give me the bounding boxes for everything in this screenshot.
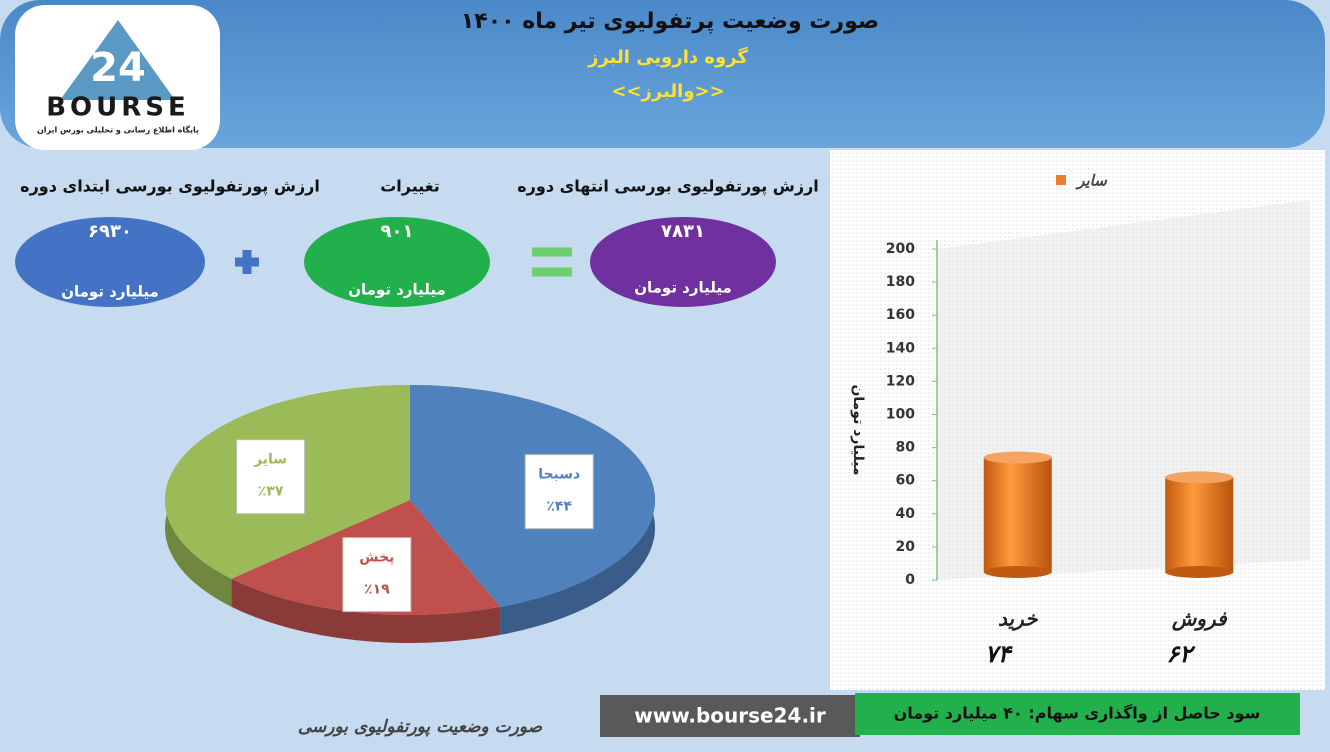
summary-ellipse [15, 217, 205, 307]
legend-label: سایر [1075, 172, 1108, 190]
pie-label-box [524, 454, 594, 530]
logo-brand: BOURSE [46, 93, 190, 123]
y-tick-label: 120 [886, 373, 915, 389]
summary-unit: میلیارد تومان [634, 279, 732, 297]
subtitle: گروه دارویی البرز [587, 46, 748, 68]
summary-label: ارزش پورتفولیوی بورسی انتهای دوره [517, 177, 819, 197]
summary-value: ۹۰۱ [381, 221, 414, 242]
pie-value-label: ٪۱۹ [364, 582, 390, 598]
bar-top [983, 451, 1052, 464]
bar [1165, 477, 1234, 572]
pie-value-label: ٪۴۴ [546, 499, 572, 515]
logo-shape [60, 20, 175, 100]
url-box [600, 695, 860, 737]
plus-sign [235, 250, 259, 274]
summary-ellipse [590, 217, 776, 307]
pie-label: سایر [253, 452, 287, 468]
summary-value: ۷۸۳۱ [661, 221, 705, 242]
bar-top [1165, 471, 1234, 484]
pie-value-label: ٪۳۷ [258, 484, 284, 500]
summary-value: ۶۹۳۰ [88, 221, 132, 242]
header-band [0, 0, 1325, 148]
legend-swatch [1056, 175, 1066, 185]
summary-label: تغییرات [380, 177, 440, 196]
y-tick-label: 140 [886, 340, 915, 356]
pie-slice-side [231, 578, 501, 643]
pie-label-box [342, 537, 412, 613]
pie-label: پخش [359, 550, 394, 566]
logo-number: 24 [90, 45, 146, 91]
bar-base [1165, 566, 1234, 578]
summary-label: ارزش پورتفولیوی بورسی ابتدای دوره [20, 177, 320, 197]
y-tick-label: 60 [896, 473, 916, 489]
summary-unit: میلیارد تومان [348, 281, 446, 299]
equals-sign [532, 247, 572, 277]
profit: سود حاصل از واگذاری سهام: ۴۰ میلیارد توم… [894, 704, 1261, 723]
profit-box [855, 693, 1300, 735]
y-tick-label: 0 [905, 572, 915, 588]
summary-unit: میلیارد تومان [61, 283, 159, 301]
y-tick-label: 80 [896, 440, 916, 456]
x-tick-label: خرید [998, 607, 1038, 632]
value-label: ۶۲ [1166, 640, 1196, 668]
bar-base [983, 566, 1052, 578]
y-tick-label: 160 [886, 307, 915, 323]
summary-ellipse [304, 217, 490, 307]
logo-tagline: پایگاه اطلاع رسانی و تحلیلی بورس ایران [37, 125, 199, 136]
title: صورت وضعیت پرتفولیوی تیر ماه ۱۴۰۰ [461, 9, 879, 34]
footer-caption: صورت وضعیت پورتفولیوی بورسی [298, 717, 543, 737]
y-tick-label: 40 [896, 506, 916, 522]
y-tick-label: 200 [886, 241, 915, 257]
y-tick-label: 180 [886, 274, 915, 290]
value-label: ۷۴ [985, 640, 1013, 668]
x-tick-label: فروش [1171, 607, 1228, 632]
ticker: <<والبرز>> [611, 81, 724, 102]
url: www.bourse24.ir [634, 704, 826, 728]
y-tick-label: 100 [886, 407, 915, 423]
y-tick-label: 20 [896, 539, 916, 555]
bar [983, 457, 1052, 572]
y-axis-label: میلیارد تومان [850, 384, 866, 475]
pie-label: دسبحا [538, 467, 580, 483]
pie-label-box [236, 439, 306, 515]
